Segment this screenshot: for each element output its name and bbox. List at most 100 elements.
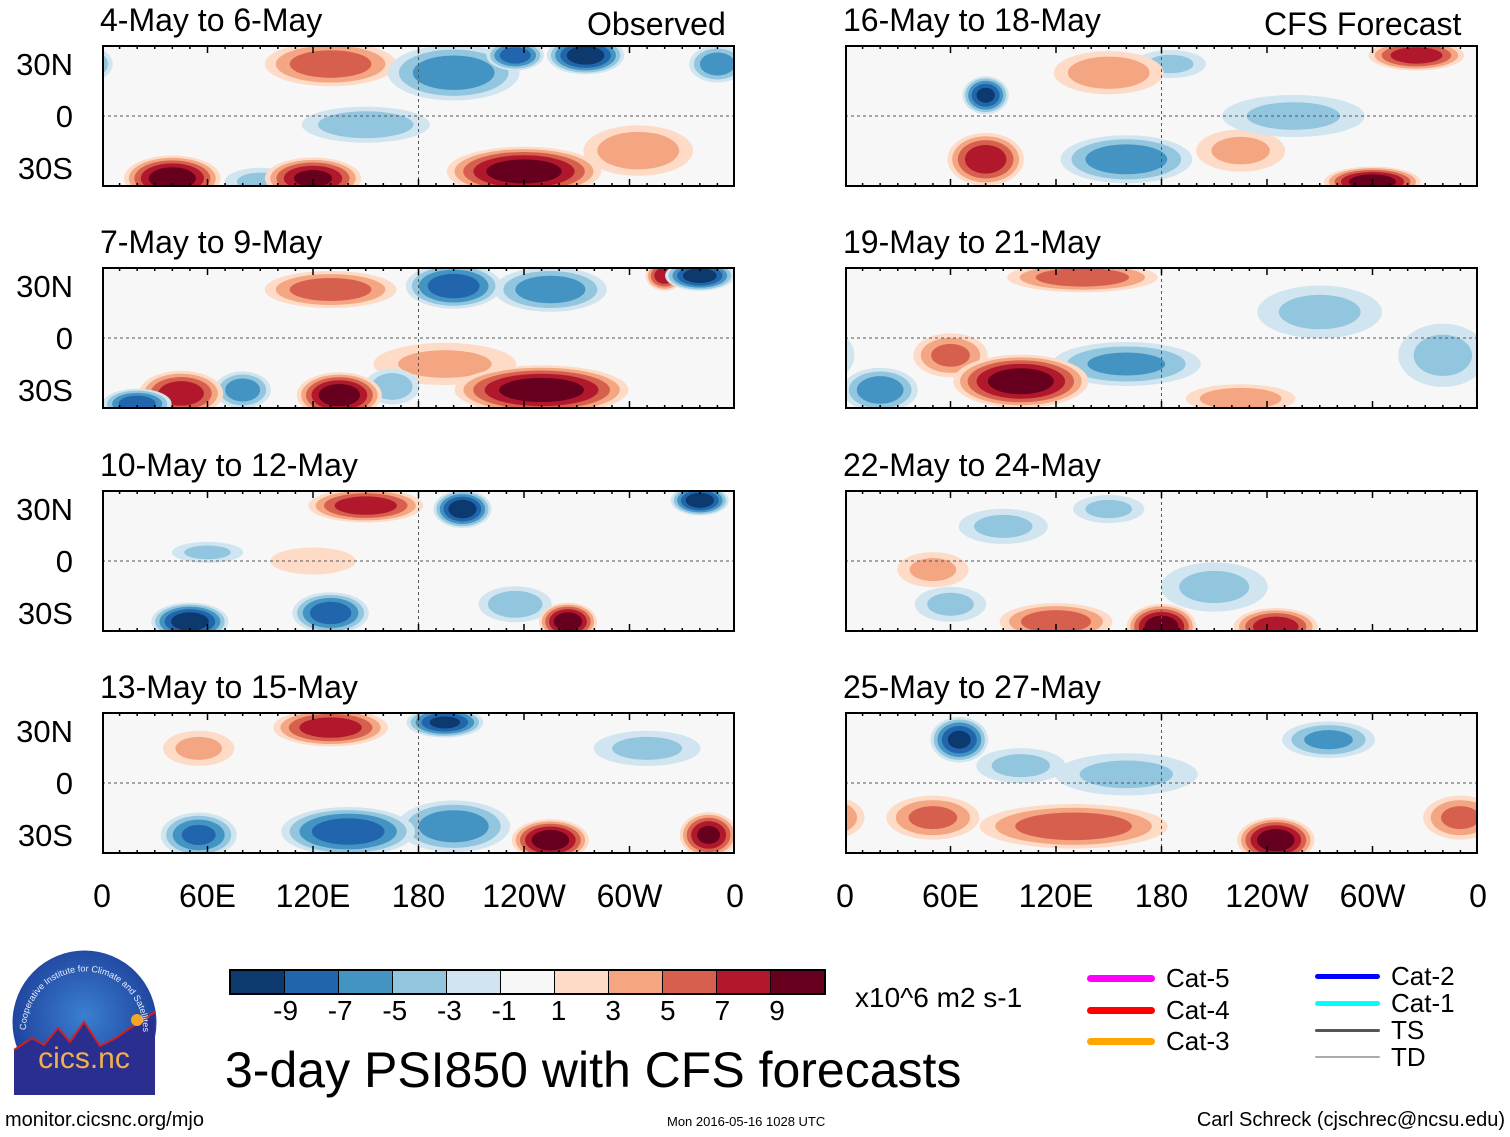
y-tick-label: 0	[55, 99, 73, 134]
colorbar-label: 9	[769, 995, 785, 1026]
negative-anomaly-contour	[118, 395, 156, 409]
legend-line-cat-4	[1087, 1006, 1155, 1014]
negative-anomaly-contour	[515, 275, 586, 304]
positive-anomaly-contour	[1390, 47, 1443, 64]
y-tick-label: 30S	[17, 595, 73, 631]
panel-title: 16-May to 18-May	[843, 2, 1101, 38]
cics-logo: Cooperative Institute for Climate and Sa…	[12, 950, 157, 1095]
colorbar-swatch	[447, 971, 501, 993]
map-panel	[102, 712, 735, 854]
x-tick-label: 120W	[482, 878, 566, 914]
positive-anomaly-contour	[909, 558, 957, 582]
negative-anomaly-contour	[487, 590, 543, 618]
map-panel	[102, 490, 735, 632]
x-tick-label: 180	[1134, 878, 1189, 914]
positive-anomaly-contour	[1440, 806, 1478, 830]
negative-anomaly-contour	[311, 818, 385, 845]
map-panel	[845, 712, 1478, 854]
negative-anomaly-contour	[448, 499, 477, 519]
observed-label: Observed	[587, 6, 726, 42]
colorbar-label: 1	[550, 995, 567, 1026]
legend-label: Cat-1	[1391, 988, 1455, 1018]
negative-anomaly-contour	[1278, 294, 1361, 330]
x-tick-label: 60E	[179, 878, 236, 914]
positive-anomaly-contour	[697, 825, 721, 844]
colorbar-units: x10^6 m2 s-1	[855, 982, 1023, 1013]
legend-line-cat-5	[1087, 974, 1155, 982]
x-tick-label: 120E	[1018, 878, 1094, 914]
colorbar-label: -7	[327, 995, 353, 1026]
map-panel	[845, 267, 1478, 409]
legend-label: TS	[1391, 1015, 1425, 1045]
footer-timestamp: Mon 2016-05-16 1028 UTC	[667, 1114, 826, 1129]
negative-anomaly-contour	[418, 810, 489, 843]
positive-anomaly-contour	[1256, 829, 1295, 852]
negative-anomaly-contour	[1085, 499, 1133, 519]
negative-anomaly-contour	[171, 612, 209, 631]
positive-anomaly-contour	[987, 368, 1054, 395]
positive-anomaly-contour	[398, 350, 492, 378]
y-tick-label: 0	[55, 321, 73, 356]
negative-anomaly-contour	[371, 373, 413, 400]
panel-title: 10-May to 12-May	[100, 447, 358, 483]
legend-line-cat-1	[1315, 1000, 1380, 1006]
x-tick-label: 0	[93, 878, 111, 914]
negative-anomaly-contour	[309, 601, 352, 625]
colorbar-swatch	[663, 971, 717, 993]
y-tick-label: 30S	[17, 150, 73, 186]
colorbar-swatch	[339, 971, 393, 993]
y-tick-label: 30N	[16, 269, 73, 305]
x-tick-label: 60W	[1339, 878, 1406, 914]
legend-label: Cat-2	[1391, 961, 1455, 991]
positive-anomaly-contour	[299, 717, 362, 738]
colorbar	[229, 969, 826, 995]
positive-anomaly-contour	[553, 612, 583, 631]
positive-anomaly-contour	[531, 829, 570, 851]
negative-anomaly-contour	[845, 335, 855, 375]
negative-anomaly-contour	[225, 378, 261, 402]
panel-title: 19-May to 21-May	[843, 224, 1101, 260]
negative-anomaly-contour	[1246, 102, 1341, 130]
panel-title: 7-May to 9-May	[100, 224, 323, 260]
positive-anomaly-contour	[1211, 136, 1270, 165]
panel-title: 22-May to 24-May	[843, 447, 1101, 483]
negative-anomaly-contour	[947, 730, 971, 749]
y-tick-label: 0	[55, 766, 73, 801]
footer-url[interactable]: monitor.cicsnc.org/mjo	[5, 1109, 204, 1131]
colorbar-label: 7	[714, 995, 731, 1026]
negative-anomaly-contour	[181, 824, 216, 845]
x-tick-label: 120W	[1225, 878, 1309, 914]
negative-anomaly-contour	[699, 52, 735, 76]
positive-anomaly-contour	[486, 159, 562, 184]
positive-anomaly-contour	[318, 384, 361, 407]
colorbar-label: -1	[491, 995, 517, 1026]
x-tick-label: 120E	[275, 878, 351, 914]
colorbar-swatch	[609, 971, 663, 993]
negative-anomaly-contour	[1179, 570, 1250, 604]
x-tick-label: 180	[391, 878, 446, 914]
colorbar-swatch	[717, 971, 771, 993]
negative-anomaly-contour	[318, 111, 414, 139]
colorbar-swatch	[501, 971, 555, 993]
negative-anomaly-contour	[1087, 352, 1166, 376]
negative-anomaly-contour	[682, 268, 717, 284]
legend-line-cat-2	[1315, 973, 1380, 979]
positive-anomaly-contour	[1252, 616, 1299, 632]
panel-title: 4-May to 6-May	[100, 2, 323, 38]
negative-anomaly-contour	[1413, 334, 1473, 377]
negative-anomaly-contour	[499, 47, 531, 64]
positive-anomaly-contour	[148, 167, 196, 187]
svg-text:cics.nc: cics.nc	[38, 1042, 130, 1075]
y-tick-label: 30S	[17, 372, 73, 408]
x-tick-label: 60W	[596, 878, 663, 914]
negative-anomaly-contour	[1085, 144, 1168, 175]
legend-label: Cat-5	[1166, 963, 1230, 993]
positive-anomaly-contour	[931, 343, 970, 367]
colorbar-swatch	[231, 971, 285, 993]
y-tick-label: 0	[55, 544, 73, 579]
x-tick-label: 60E	[922, 878, 979, 914]
colorbar-label: -3	[436, 995, 462, 1026]
map-panel	[845, 45, 1478, 187]
y-tick-label: 30N	[16, 492, 73, 528]
